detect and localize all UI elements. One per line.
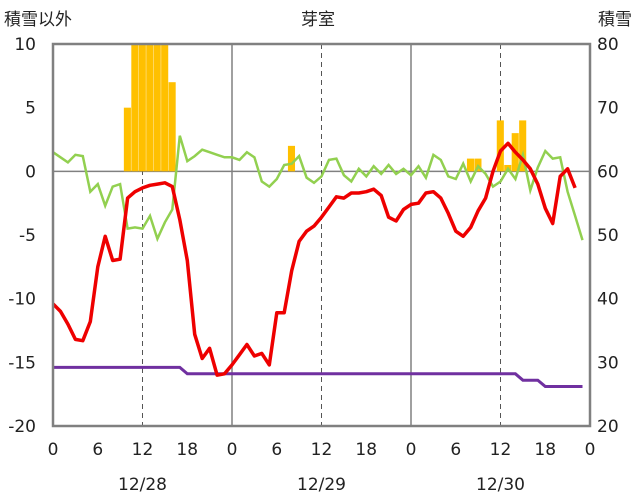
snow-change-bar	[131, 44, 139, 172]
right-axis-label: 積雪	[598, 10, 632, 30]
x-tick-label: 18	[534, 440, 556, 460]
left-tick-label: -5	[19, 226, 36, 246]
snow-change-bar	[123, 107, 131, 172]
snow-change-bar	[466, 158, 475, 172]
chart-title: 芽室	[301, 10, 335, 30]
snow-depth-line	[53, 365, 583, 388]
x-tick-label: 12	[132, 440, 154, 460]
snow-change-bar	[153, 44, 161, 172]
x-tick-label: 12	[490, 440, 512, 460]
left-tick-label: -20	[8, 417, 36, 437]
right-tick-label: 30	[597, 353, 619, 373]
left-tick-label: 0	[25, 162, 36, 182]
snow-change-bar	[168, 82, 176, 172]
snow-change-bar	[146, 44, 154, 172]
x-tick-label: 0	[48, 440, 59, 460]
right-tick-label: 60	[597, 162, 619, 182]
green-series-line	[52, 135, 584, 243]
left-tick-label: 10	[14, 35, 36, 55]
right-tick-label: 70	[597, 99, 619, 119]
x-tick-label: 18	[355, 440, 377, 460]
snow-change-bar	[519, 120, 527, 172]
x-tick-label: 12	[311, 440, 333, 460]
snow-change-bar	[496, 120, 504, 172]
x-tick-label: 6	[450, 440, 461, 460]
x-tick-label: 0	[227, 440, 238, 460]
plot-frame	[51, 42, 592, 428]
left-tick-label: -10	[8, 290, 36, 310]
date-label: 12/28	[118, 475, 167, 495]
temperature-line	[51, 141, 577, 377]
right-tick-label: 80	[597, 35, 619, 55]
left-tick-label: 5	[25, 99, 36, 119]
date-label: 12/30	[476, 475, 525, 495]
right-tick-label: 40	[597, 290, 619, 310]
x-tick-label: 6	[92, 440, 103, 460]
snow-change-bar	[138, 44, 146, 172]
snow-change-bar	[161, 44, 169, 172]
x-tick-label: 0	[585, 440, 596, 460]
right-tick-label: 50	[597, 226, 619, 246]
right-tick-label: 20	[597, 417, 619, 437]
left-tick-label: -15	[8, 353, 36, 373]
date-label: 12/29	[297, 475, 346, 495]
left-axis-label: 積雪以外	[4, 10, 72, 30]
x-tick-label: 6	[271, 440, 282, 460]
x-tick-label: 0	[406, 440, 417, 460]
snow-change-bar	[287, 145, 296, 172]
series-lines	[51, 135, 584, 388]
x-tick-label: 18	[176, 440, 198, 460]
